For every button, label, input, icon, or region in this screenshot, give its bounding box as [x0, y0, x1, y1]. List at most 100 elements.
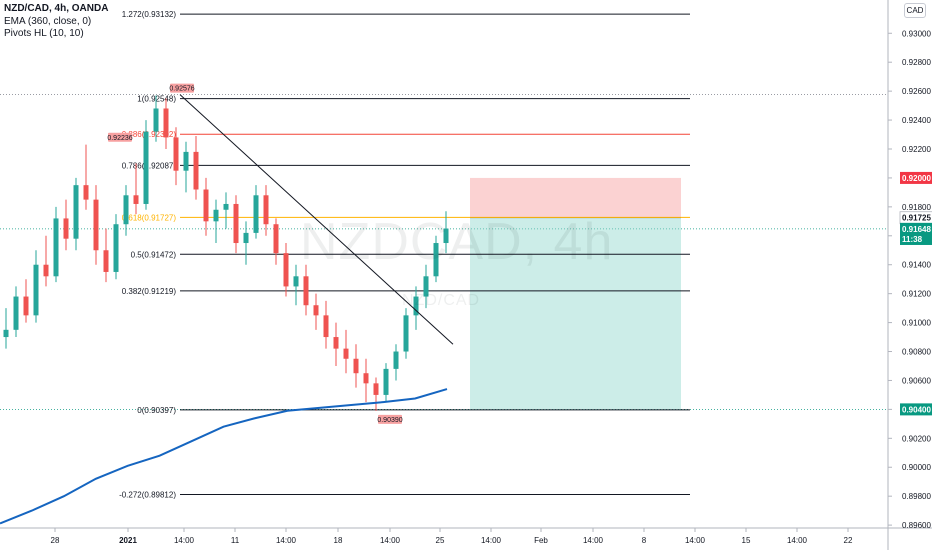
chart-legend: NZD/CAD, 4h, OANDA EMA (360, close, 0) P… [4, 3, 108, 41]
pivot-label-bg [170, 83, 194, 93]
time-tick-label: Feb [534, 536, 548, 545]
candle-body [433, 243, 439, 277]
trendline[interactable] [179, 94, 454, 345]
candle-body [223, 203, 229, 210]
price-tick-label: 0.91800 [902, 203, 931, 212]
price-tick-label: 0.92800 [902, 58, 931, 67]
candle-body [183, 151, 189, 171]
price-tag-label: 11:38 [902, 235, 923, 244]
price-tick-label: 0.92400 [902, 116, 931, 125]
pivot-label: 0.90390 [377, 417, 402, 424]
ema-indicator-label[interactable]: EMA (360, close, 0) [4, 15, 92, 27]
pivots-indicator-label[interactable]: Pivots HL (10, 10) [4, 28, 84, 39]
price-tick-label: 0.89600 [902, 521, 931, 530]
fib-level-label: 0.886(0.92302) [122, 130, 177, 139]
price-tick-label: 0.90800 [902, 348, 931, 357]
candle-body [153, 108, 159, 132]
candle-body [43, 264, 49, 277]
candle-body [63, 218, 69, 239]
time-tick-label: 25 [436, 536, 445, 545]
candle-body [93, 199, 99, 251]
time-tick-label: 14:00 [685, 536, 706, 545]
time-tick-label: 11 [231, 536, 240, 545]
fib-level-label: 1(0.92548) [137, 95, 176, 104]
price-tag-label: 0.92000 [902, 174, 931, 183]
candle-body [273, 224, 279, 254]
time-tick-label: 2021 [119, 536, 137, 545]
candle-body [133, 195, 139, 204]
price-tick-label: 0.90000 [902, 463, 931, 472]
price-tick-label: 0.91200 [902, 290, 931, 299]
currency-button[interactable]: CAD [904, 3, 926, 18]
time-tick-label: 22 [844, 536, 853, 545]
candle-body [333, 337, 339, 349]
price-tick-label: 0.90600 [902, 376, 931, 385]
candle-body [13, 296, 19, 330]
candle-body [293, 276, 299, 287]
candle-body [113, 224, 119, 272]
candle-body [263, 195, 269, 225]
fib-level-label: -0.272(0.89812) [119, 490, 176, 499]
candle-body [3, 329, 9, 338]
candle-body [323, 315, 329, 338]
candle-body [213, 209, 219, 222]
candle-body [283, 253, 289, 287]
candle-body [163, 108, 169, 138]
time-tick-label: 14:00 [380, 536, 401, 545]
price-tick-label: 0.90200 [902, 434, 931, 443]
ema-line[interactable] [0, 388, 448, 525]
pivot-label-bg [378, 414, 402, 424]
candle-body [393, 351, 399, 369]
price-tag [900, 403, 932, 416]
price-tick-label: 0.89800 [902, 492, 931, 501]
fib-level-label: 0(0.90397) [137, 406, 176, 415]
candle-body [233, 203, 239, 244]
candle-body [33, 264, 39, 316]
price-tag [900, 222, 932, 235]
candle-body [353, 358, 359, 374]
fib-level-label: 0.382(0.91219) [122, 287, 177, 296]
symbol-title[interactable]: NZD/CAD, 4h, OANDA [4, 3, 109, 14]
price-tag-label: 0.90400 [902, 405, 931, 414]
time-tick-label: 14:00 [787, 536, 808, 545]
candle-body [303, 276, 309, 306]
stop-loss-zone[interactable] [470, 177, 681, 218]
candle-body [403, 315, 409, 352]
fib-level-label: 0.5(0.91472) [131, 250, 177, 259]
candle-body [73, 185, 79, 239]
take-profit-zone[interactable] [470, 217, 681, 410]
price-tick-label: 0.93000 [902, 29, 931, 38]
candle-body [313, 305, 319, 316]
candle-body [53, 218, 59, 277]
time-tick-label: 15 [742, 536, 751, 545]
time-tick-label: 14:00 [481, 536, 502, 545]
candle-body [253, 195, 259, 233]
candle-body [373, 383, 379, 395]
candle-body [143, 131, 149, 204]
time-tick-label: 8 [642, 536, 647, 545]
candle-body [343, 348, 349, 359]
fib-level-label: 0.786(0.92087) [122, 161, 177, 170]
candle-body [243, 232, 249, 244]
time-tick-label: 14:00 [583, 536, 604, 545]
price-tag [900, 232, 932, 245]
candle-body [23, 296, 29, 316]
price-tag [900, 171, 932, 184]
time-tick-label: 14:00 [174, 536, 195, 545]
pivot-label: 0.92576 [169, 86, 194, 93]
price-tick-label: 0.91000 [902, 319, 931, 328]
price-tick-label: 0.92600 [902, 87, 931, 96]
price-tag-label: 0.91648 [902, 225, 931, 234]
fib-level-label: 0.618(0.91727) [122, 213, 177, 222]
candle-body [83, 185, 89, 200]
candle-body [193, 151, 199, 190]
candle-body [423, 276, 429, 297]
candle-body [363, 373, 369, 384]
fib-level-label: 1.272(0.93132) [122, 10, 177, 19]
candle-body [383, 368, 389, 395]
candle-body [203, 189, 209, 222]
time-tick-label: 18 [334, 536, 343, 545]
candle-body [413, 296, 419, 316]
candle-body [103, 250, 109, 272]
